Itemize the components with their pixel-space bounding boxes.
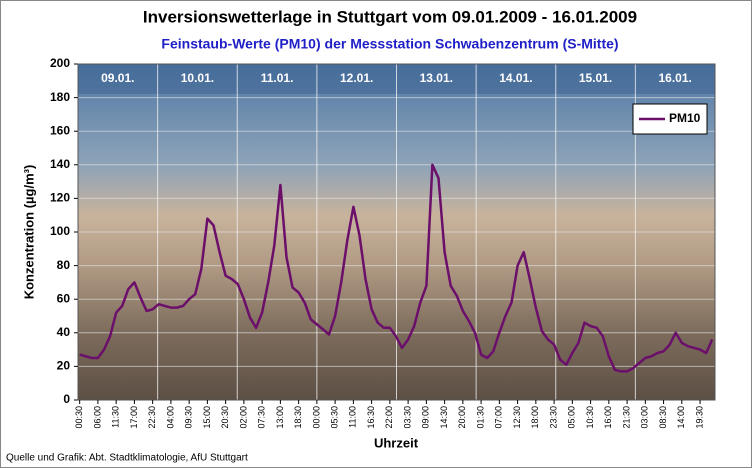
- x-tick-label: 17:00: [129, 406, 139, 429]
- x-tick-label: 06:00: [92, 406, 102, 429]
- x-tick-label: 11:00: [348, 406, 358, 428]
- y-tick-label: 60: [57, 291, 71, 305]
- x-tick-label: 03:30: [402, 406, 412, 429]
- x-tick-label: 16:00: [603, 406, 613, 429]
- legend-label: PM10: [669, 111, 701, 125]
- day-label: 15.01.: [579, 71, 612, 85]
- x-tick-label: 09:30: [184, 406, 194, 429]
- x-tick-label: 18:30: [293, 406, 303, 429]
- plot-border: [77, 63, 716, 401]
- x-tick-label: 03:00: [640, 406, 650, 429]
- day-label: 12.01.: [340, 71, 373, 85]
- x-tick-label: 11:30: [111, 406, 121, 428]
- x-tick-label: 05:30: [329, 406, 339, 429]
- y-tick-label: 160: [50, 123, 70, 137]
- x-tick-label: 02:00: [238, 406, 248, 429]
- day-label: 11.01.: [261, 71, 294, 85]
- y-tick-label: 40: [57, 325, 71, 339]
- x-tick-label: 13:00: [275, 406, 285, 429]
- x-tick-label: 00:30: [74, 406, 84, 429]
- day-label: 10.01.: [181, 71, 214, 85]
- x-tick-label: 20:00: [457, 406, 467, 429]
- x-tick-label: 01:30: [475, 406, 485, 429]
- x-tick-label: 08:30: [658, 406, 668, 429]
- x-tick-label: 22:00: [384, 406, 394, 429]
- x-tick-label: 23:30: [548, 406, 558, 429]
- x-tick-label: 22:30: [147, 406, 157, 429]
- y-tick-label: 80: [57, 258, 71, 272]
- x-tick-label: 16:30: [366, 406, 376, 429]
- chart-subtitle: Feinstaub-Werte (PM10) der Messstation S…: [161, 36, 618, 52]
- x-tick-label: 00:00: [311, 406, 321, 429]
- x-tick-label: 14:30: [439, 406, 449, 429]
- y-tick-label: 140: [50, 157, 70, 171]
- chart-title: Inversionswetterlage in Stuttgart vom 09…: [143, 7, 637, 26]
- x-axis-label: Uhrzeit: [374, 435, 419, 450]
- x-tick-label: 20:30: [220, 406, 230, 429]
- x-tick-label: 15:00: [202, 406, 212, 429]
- day-label: 13.01.: [420, 71, 453, 85]
- y-tick-label: 180: [50, 90, 70, 104]
- y-axis-label: Konzentration (µg/m³): [21, 165, 36, 300]
- day-label: 16.01.: [659, 71, 692, 85]
- x-tick-label: 19:30: [694, 406, 704, 429]
- x-tick-label: 10:30: [585, 406, 595, 429]
- x-tick-label: 18:00: [530, 406, 540, 429]
- x-tick-label: 21:30: [621, 406, 631, 429]
- x-tick-label: 05:00: [567, 406, 577, 429]
- x-tick-label: 07:30: [257, 406, 267, 429]
- y-tick-label: 20: [57, 359, 71, 373]
- x-tick-label: 14:00: [676, 406, 686, 429]
- x-tick-label: 09:00: [421, 406, 431, 429]
- x-tick-label: 04:00: [165, 406, 175, 429]
- day-label: 09.01.: [101, 71, 134, 85]
- x-tick-label: 12:30: [512, 406, 522, 429]
- y-tick-label: 200: [50, 56, 70, 70]
- data-line: [79, 163, 714, 373]
- y-tick-label: 0: [63, 392, 70, 406]
- y-tick-label: 120: [50, 191, 70, 205]
- day-label: 14.01.: [499, 71, 532, 85]
- x-tick-label: 07:00: [494, 406, 504, 429]
- source-note: Quelle und Grafik: Abt. Stadtklimatologi…: [6, 453, 248, 464]
- y-tick-label: 100: [50, 224, 70, 238]
